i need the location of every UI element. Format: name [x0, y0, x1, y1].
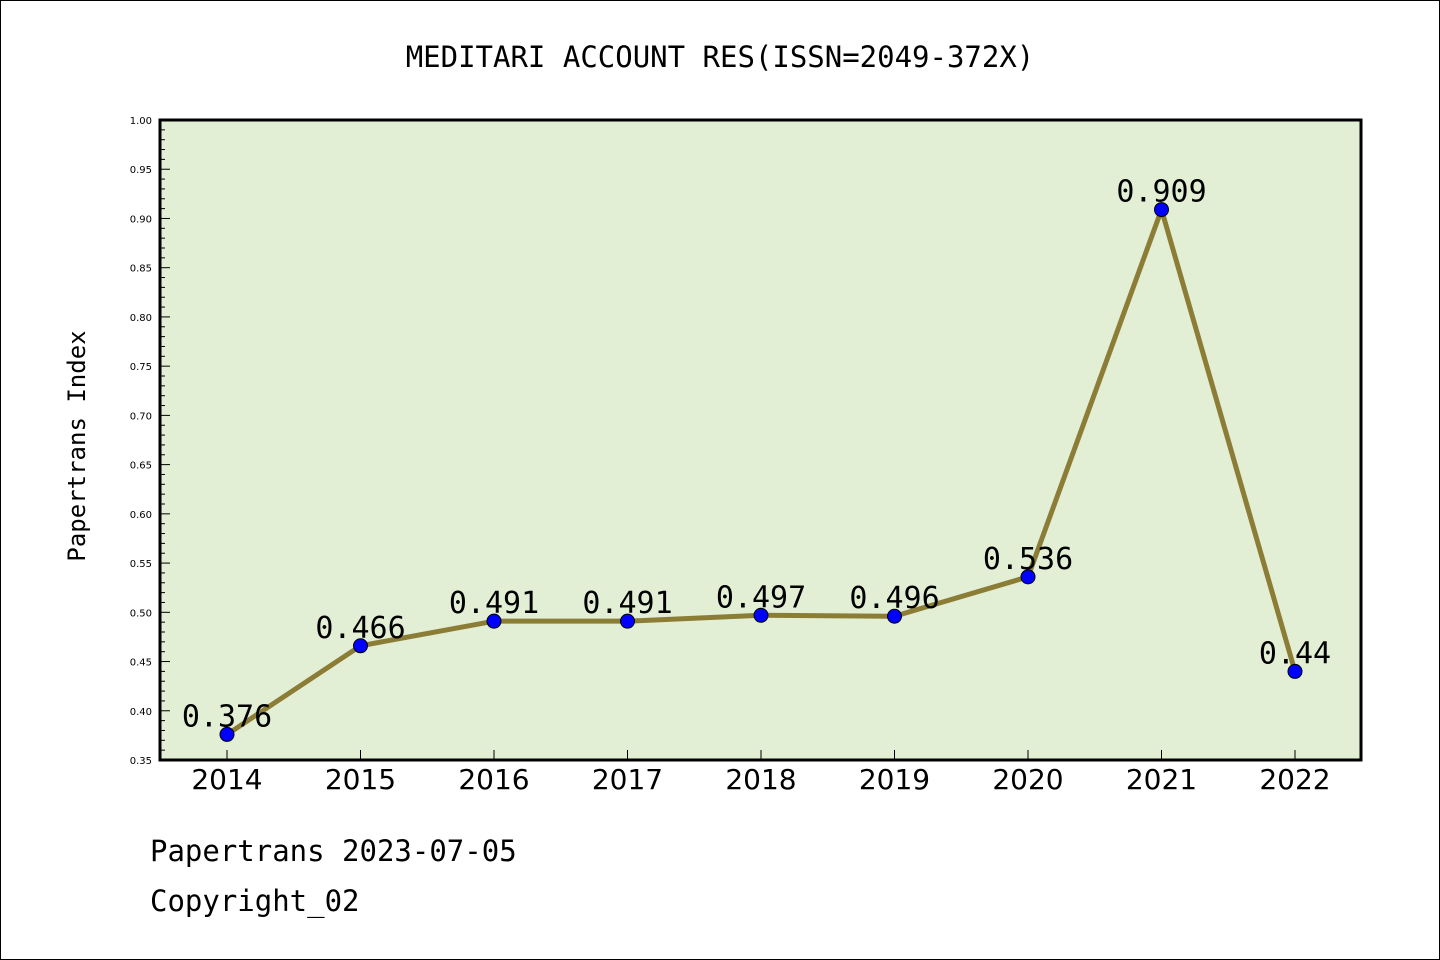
y-tick-label: 0.55	[130, 559, 152, 570]
data-point	[486, 613, 502, 629]
y-tick-label: 0.90	[130, 214, 152, 225]
data-label: 0.497	[716, 580, 806, 615]
x-tick-label: 2019	[859, 763, 930, 796]
data-point	[620, 613, 635, 629]
data-point	[887, 608, 902, 624]
y-tick-label: 0.45	[130, 658, 152, 669]
y-tick-label: 0.75	[130, 362, 152, 373]
x-tick-label: 2017	[592, 763, 663, 796]
x-tick-label: 2015	[325, 763, 396, 796]
data-label: 0.491	[582, 586, 672, 621]
data-label: 0.496	[849, 581, 939, 616]
data-point	[219, 726, 235, 742]
series-layer: 0.376 0.466 0.491 0.491 0.497 0.496 0.536 0.909…	[182, 175, 1331, 742]
y-tick-label: 0.40	[130, 707, 152, 718]
x-tick-label: 2022	[1259, 763, 1330, 796]
data-label: 0.466	[315, 611, 405, 646]
y-tick-label: 0.80	[130, 313, 152, 324]
x-tick-label: 2014	[191, 763, 262, 796]
y-tick-label: 0.50	[130, 608, 152, 619]
y-tick-label: 1.00	[130, 116, 152, 127]
y-tick-label: 0.60	[130, 510, 152, 521]
data-point	[1287, 663, 1303, 679]
footer-copyright: Copyright_02	[150, 884, 360, 918]
y-axis: 0.35 0.40 0.45 0.50 0.55 0.60 0.65 0.70 0.75 0.80…	[130, 116, 170, 767]
x-tick-label: 2018	[725, 763, 796, 796]
chart-title: MEDITARI ACCOUNT RES(ISSN=2049-372X)	[406, 40, 1035, 74]
footer-date: Papertrans 2023-07-05	[150, 834, 517, 868]
data-label: 0.536	[983, 542, 1073, 577]
y-tick-label: 0.65	[130, 461, 152, 472]
data-point	[353, 638, 368, 654]
y-tick-label: 0.35	[130, 756, 152, 767]
x-axis: 2014 2015 2016 2017 2018 2019 2020 2021 2022	[191, 750, 1331, 796]
data-point	[1154, 202, 1169, 218]
y-tick-label: 0.70	[130, 411, 152, 422]
x-tick-label: 2021	[1126, 763, 1197, 796]
y-axis-label: Papertrans Index	[63, 330, 91, 561]
plot-area	[158, 118, 1363, 762]
data-label: 0.491	[449, 586, 539, 621]
data-label: 0.44	[1259, 636, 1331, 671]
x-tick-label: 2016	[458, 763, 529, 796]
x-tick-label: 2020	[992, 763, 1063, 796]
data-label: 0.376	[182, 699, 272, 734]
data-point	[1020, 569, 1036, 585]
data-label: 0.909	[1116, 175, 1206, 210]
y-tick-label: 0.85	[130, 264, 152, 275]
y-tick-label: 0.95	[130, 165, 152, 176]
data-point	[753, 607, 769, 623]
